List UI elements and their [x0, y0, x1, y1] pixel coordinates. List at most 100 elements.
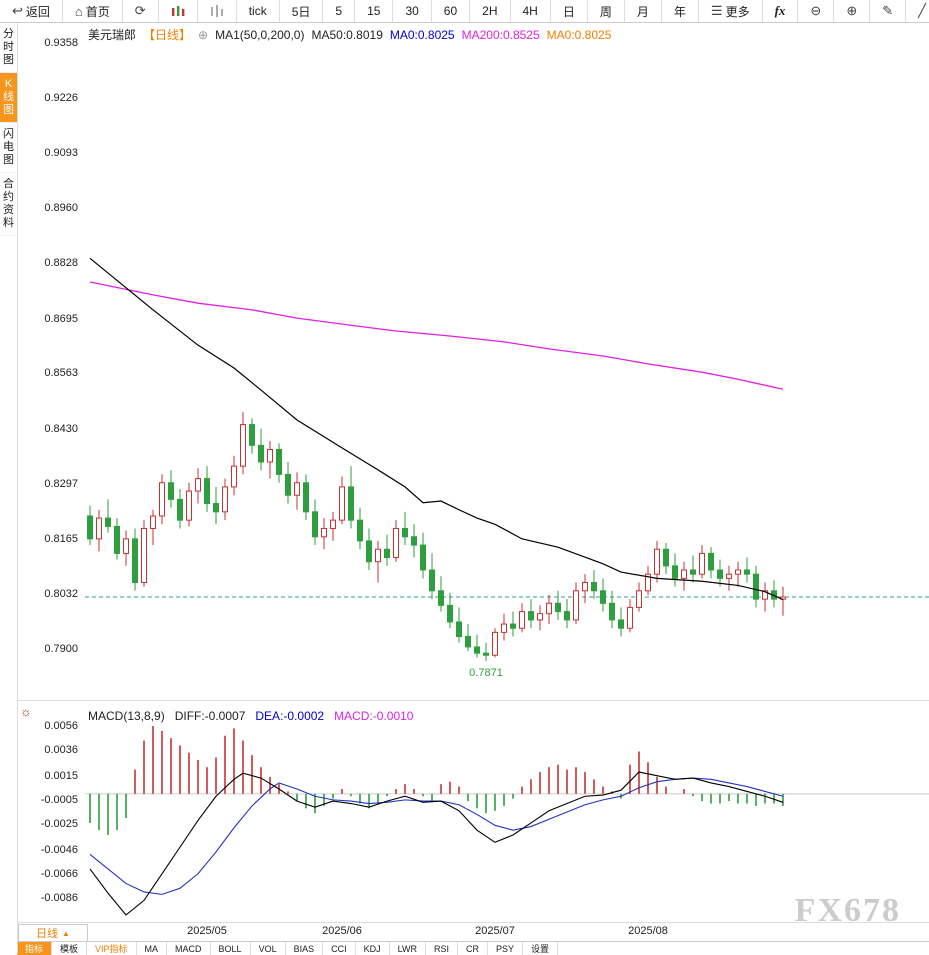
- diff-line: [89, 771, 784, 916]
- price-axis-label: 0.8165: [44, 532, 78, 545]
- interval-5-button[interactable]: 5: [323, 0, 356, 22]
- fx-button[interactable]: fx: [763, 0, 799, 22]
- toolbar: ↩ 返回 ⌂ 首页 ⟳ tick 5日 5 15 30 60 2H 4H 日周月年 ☰ 更多 fx ⊖ ⊕ ✎ ╱: [0, 0, 929, 23]
- price-chart-header: 美元瑞郎 【日线】 ⊕ MA1(50,0,200,0) MA50:0.8019 …: [88, 26, 611, 43]
- tab-indicator[interactable]: 指标: [17, 942, 53, 955]
- candlesticks: [87, 412, 786, 662]
- back-button[interactable]: ↩ 返回: [0, 0, 63, 22]
- interval-year-button[interactable]: 年: [662, 0, 699, 22]
- timeframe-label: 【日线】: [143, 28, 192, 42]
- macd-axis-label: -0.0005: [40, 793, 78, 806]
- home-button-label: 首页: [85, 4, 110, 19]
- line-tool-button[interactable]: ╱: [906, 0, 929, 22]
- macd-axis-label: -0.0066: [40, 867, 78, 880]
- sidebar-item-minute-chart[interactable]: 分时图: [0, 23, 17, 73]
- back-button-label: 返回: [25, 4, 50, 19]
- interval-month-button[interactable]: 月: [625, 0, 662, 22]
- interval-day-button[interactable]: 日: [551, 0, 588, 22]
- tab-rsi[interactable]: RSI: [426, 942, 458, 955]
- ma200-value-label: MA200:0.8525: [461, 27, 540, 42]
- zoom-in-button[interactable]: ⊕: [834, 0, 871, 22]
- interval-30-button[interactable]: 30: [393, 0, 432, 22]
- x-axis-label: 2025/05: [187, 925, 227, 937]
- interval-15-button-label: 15: [367, 4, 381, 18]
- macd-axis-label: -0.0025: [40, 818, 78, 831]
- macd-axis-label: -0.0086: [40, 892, 78, 904]
- interval-year-button-label: 年: [673, 4, 686, 19]
- interval-4h-button[interactable]: 4H: [511, 0, 551, 22]
- interval-2h-button-label: 2H: [482, 4, 498, 18]
- x-axis-label: 2025/06: [322, 925, 362, 937]
- back-button-icon: ↩: [12, 3, 23, 18]
- tab-vip-indicator[interactable]: VIP指标: [87, 942, 137, 955]
- more-button-icon: ☰: [710, 3, 723, 18]
- tab-ma[interactable]: MA: [137, 942, 168, 955]
- diff-value-label: DIFF:-0.0007: [174, 709, 246, 723]
- price-axis-label: 0.8032: [44, 588, 78, 601]
- indicator-tabbar: 指标 模板 VIP指标 MA MACD BOLL VOL BIAS CCI KDJ LWR RSI CR…: [17, 941, 929, 955]
- indicator-settings-icon[interactable]: ☼: [20, 704, 32, 719]
- tab-template[interactable]: 模板: [52, 942, 88, 955]
- candle-style-button[interactable]: [159, 0, 198, 22]
- refresh-button[interactable]: ⟳: [123, 0, 159, 22]
- low-price-label: 0.7871: [469, 667, 503, 679]
- ma0-orange-label: MA0:0.8025: [546, 27, 612, 42]
- interval-15-button[interactable]: 15: [355, 0, 394, 22]
- sidebar-item-kline-chart[interactable]: K线图: [0, 73, 17, 123]
- interval-week-button[interactable]: 周: [588, 0, 625, 22]
- ma200-line: [89, 281, 784, 390]
- interval-5-button-label: 5: [335, 4, 343, 18]
- tab-lwr[interactable]: LWR: [390, 942, 426, 955]
- dea-value-label: DEA:-0.0002: [255, 709, 325, 723]
- panel-divider: [17, 700, 929, 701]
- zoom-out-button-icon: ⊖: [810, 3, 822, 18]
- interval-4h-button-label: 4H: [522, 4, 538, 18]
- macd-histogram: [89, 726, 784, 836]
- price-axis-label: 0.8430: [44, 422, 78, 435]
- zoom-out-button[interactable]: ⊖: [798, 0, 835, 22]
- tab-settings[interactable]: 设置: [523, 942, 558, 955]
- tab-vol[interactable]: VOL: [251, 942, 286, 955]
- watermark: FX678: [794, 892, 901, 929]
- macd-axis-label: 0.0015: [44, 769, 78, 782]
- home-button[interactable]: ⌂ 首页: [63, 0, 123, 22]
- sidebar-item-lightning-chart[interactable]: 闪电图: [0, 123, 17, 173]
- ma50-line: [89, 257, 784, 601]
- macd-header: MACD(13,8,9) DIFF:-0.0007 DEA:-0.0002 MA…: [88, 709, 413, 723]
- macd-title: MACD(13,8,9): [88, 709, 165, 723]
- timeframe-tab[interactable]: 日线 ▲: [18, 924, 88, 942]
- price-axis-label: 0.9093: [44, 147, 78, 160]
- macd-value-label: MACD:-0.0010: [334, 709, 414, 723]
- tab-cr[interactable]: CR: [458, 942, 488, 955]
- sidebar-item-contract-info[interactable]: 合约资料: [0, 173, 17, 236]
- zoom-in-button-icon: ⊕: [846, 3, 858, 18]
- draw-button[interactable]: ✎: [870, 0, 907, 22]
- home-button-icon: ⌂: [74, 3, 83, 19]
- tab-boll[interactable]: BOLL: [211, 942, 251, 955]
- interval-month-button-label: 月: [636, 4, 649, 19]
- x-axis-label: 2025/07: [475, 925, 515, 937]
- interval-tick-button[interactable]: tick: [237, 0, 280, 22]
- symbol-name: 美元瑞郎: [88, 28, 137, 42]
- price-axis-label: 0.8828: [44, 257, 78, 270]
- ma0-blue-label: MA0:0.8025: [389, 27, 455, 42]
- interval-week-button-label: 周: [599, 4, 612, 19]
- price-axis-label: 0.9358: [44, 37, 78, 49]
- macd-axis-label: 0.0036: [44, 744, 78, 757]
- tick-style-button[interactable]: [198, 0, 237, 22]
- tab-cci[interactable]: CCI: [323, 942, 356, 955]
- more-button[interactable]: ☰ 更多: [699, 0, 763, 22]
- interval-5day-button[interactable]: 5日: [280, 0, 324, 22]
- candle-chart-icon: [171, 6, 185, 16]
- interval-day-button-label: 日: [562, 4, 575, 19]
- tab-bias[interactable]: BIAS: [286, 942, 324, 955]
- axis-divider: [17, 922, 929, 923]
- tab-macd[interactable]: MACD: [167, 942, 211, 955]
- interval-60-button[interactable]: 60: [432, 0, 471, 22]
- expand-icon[interactable]: ⊕: [198, 27, 209, 42]
- tab-kdj[interactable]: KDJ: [356, 942, 390, 955]
- tab-psy[interactable]: PSY: [488, 942, 523, 955]
- interval-2h-button[interactable]: 2H: [470, 0, 511, 22]
- interval-60-button-label: 60: [443, 4, 458, 18]
